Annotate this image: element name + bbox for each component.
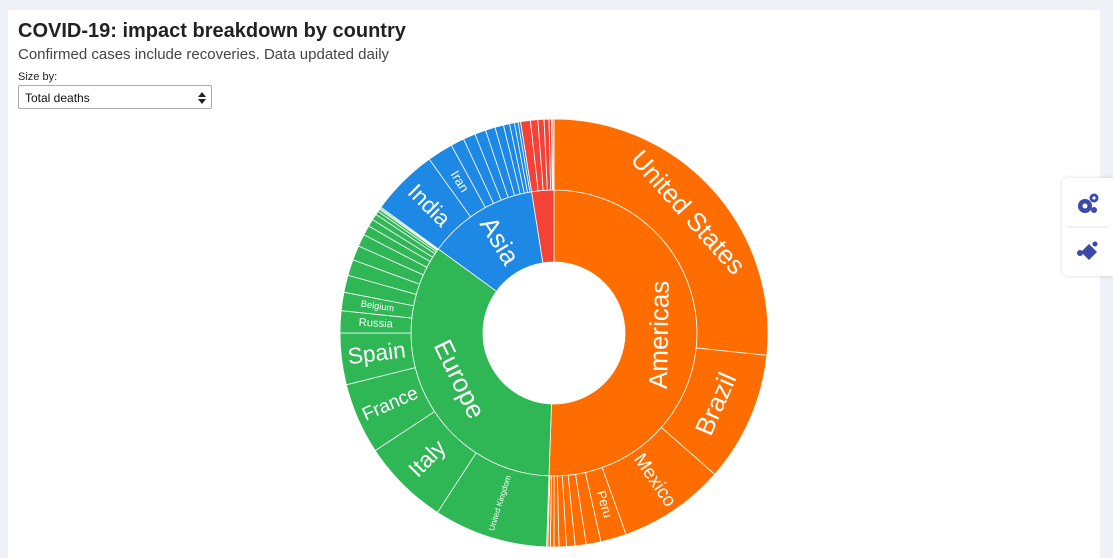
country-arc: [553, 118, 769, 356]
select-value: Total deaths: [25, 91, 90, 105]
chart-title: COVID-19: impact breakdown by country: [18, 20, 406, 42]
settings-icon[interactable]: [1078, 193, 1099, 214]
region-label: Americas: [643, 280, 675, 389]
size-by-select[interactable]: Total deaths: [18, 85, 212, 109]
select-arrows: [198, 92, 206, 104]
country-label: Russia: [358, 317, 394, 331]
size-by-label: Size by:: [18, 71, 58, 83]
country-arc: [552, 118, 555, 191]
country-label: Peru: [594, 489, 616, 520]
toolbar-icons: [1066, 193, 1109, 261]
share-icon[interactable]: [1077, 241, 1098, 261]
side-toolbar: [1062, 178, 1113, 276]
chart-subtitle: Confirmed cases include recoveries. Data…: [18, 46, 390, 63]
country-label: Belgium: [360, 299, 395, 314]
